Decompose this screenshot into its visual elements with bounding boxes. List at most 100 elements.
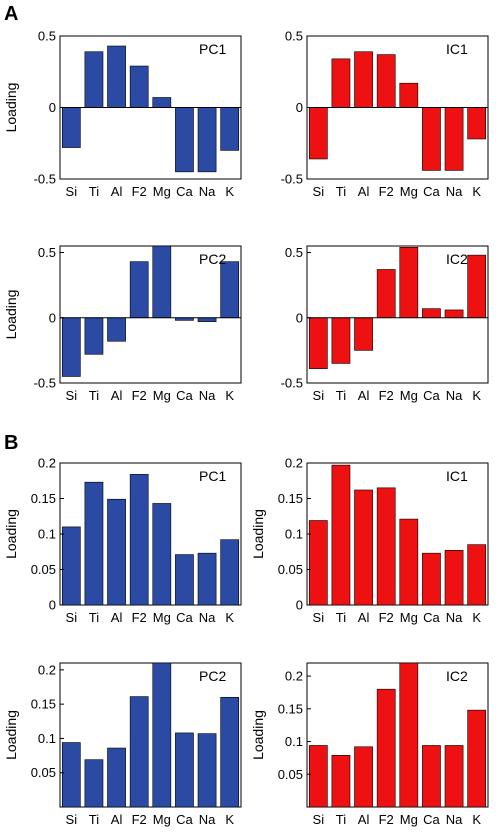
bar-na [444, 745, 464, 808]
ytick-label: 0.1 [285, 734, 303, 749]
bar-k [220, 107, 240, 151]
xtick-label: F2 [132, 388, 147, 403]
panel-label-a: A [4, 3, 18, 25]
xtick-label: Ca [176, 812, 193, 827]
xtick-label: F2 [132, 184, 147, 199]
ytick-label: 0.1 [38, 527, 56, 542]
bar-f2 [376, 688, 396, 808]
xtick-label: K [225, 184, 234, 199]
bar-ca [422, 107, 441, 171]
bar-si [308, 520, 328, 606]
xtick-label: Si [313, 812, 325, 827]
xtick-label: Si [66, 812, 78, 827]
bar-ca [422, 552, 441, 606]
ytick-label: 0.15 [278, 491, 303, 506]
bar-si [308, 317, 328, 369]
ytick-label: 0.15 [31, 697, 56, 712]
xtick-label: Al [111, 610, 123, 625]
xtick-label: Ca [176, 388, 193, 403]
xtick-label: K [225, 388, 234, 403]
xtick-label: Si [313, 610, 325, 625]
xtick-label: Mg [153, 812, 171, 827]
panel-label-b: B [4, 432, 18, 454]
bar-na [444, 550, 464, 606]
bar-f2 [376, 54, 396, 108]
ytick-label: -0.5 [34, 376, 56, 391]
xtick-label: Na [199, 812, 216, 827]
bar-si [61, 317, 81, 377]
chart-1: -0.5 0 0.5 Si Ti Al F2 Mg Ca Na K PC1 Loading [3, 29, 242, 199]
xtick-label: Mg [153, 388, 171, 403]
chart-4: -0.5 0 0.5 Si Ti Al F2 Mg Ca Na K IC2 [281, 245, 489, 403]
bar-si [61, 107, 81, 148]
plot-frame [59, 245, 242, 384]
xtick-label: Al [111, 184, 123, 199]
ytick-label: 0 [296, 310, 303, 325]
bar-si [61, 526, 81, 606]
bar-na [197, 552, 217, 606]
y-axis-title: Loading [250, 509, 266, 559]
chart-title: PC2 [199, 668, 226, 684]
chart-title: PC2 [199, 251, 226, 267]
bar-ti [331, 317, 351, 364]
xtick-label: Al [358, 610, 370, 625]
y-axis-title: Loading [3, 83, 19, 133]
bar-ti [84, 51, 104, 108]
xtick-label: Mg [153, 610, 171, 625]
bar-na [197, 733, 217, 808]
ytick-label: 0 [49, 310, 56, 325]
bar-al [107, 747, 126, 808]
bar-k [467, 107, 487, 140]
bar-al [354, 489, 373, 606]
bar-k [220, 539, 240, 606]
bar-mg [399, 662, 419, 808]
ytick-label: 0.5 [38, 245, 56, 260]
bar-ti [331, 754, 351, 808]
chart-5: 0 0.05 0.1 0.15 0.2 Si Ti Al F2 Mg Ca Na K PC1 Loading [3, 456, 242, 625]
bar-si [308, 107, 328, 160]
bar-k [467, 544, 487, 606]
bar-ti [331, 58, 351, 108]
bar-k [467, 254, 487, 319]
xtick-label: Mg [400, 610, 418, 625]
xtick-label: Ca [176, 610, 193, 625]
xtick-label: Na [446, 610, 463, 625]
ytick-label: 0.05 [31, 562, 56, 577]
bar-f2 [129, 696, 149, 808]
xtick-label: Si [66, 388, 78, 403]
xtick-label: Ca [423, 184, 440, 199]
bar-al [107, 45, 126, 108]
chart-6: 0 0.05 0.1 0.15 0.2 Si Ti Al F2 Mg Ca Na K IC1 Loading [250, 456, 489, 625]
ytick-label: 0.15 [31, 491, 56, 506]
bar-ca [175, 732, 194, 808]
xtick-label: Mg [153, 184, 171, 199]
xtick-label: Ti [336, 184, 346, 199]
xtick-label: Al [111, 812, 123, 827]
ytick-label: 0.05 [31, 765, 56, 780]
xtick-label: Mg [400, 388, 418, 403]
bar-na [197, 317, 217, 322]
y-axis-title: Loading [250, 710, 266, 760]
chart-title: IC1 [446, 41, 468, 57]
bar-ca [175, 554, 194, 606]
bar-na [444, 107, 464, 171]
ytick-label: -0.5 [281, 172, 303, 187]
bar-mg [399, 518, 419, 606]
bar-mg [152, 503, 172, 606]
xtick-label: Ti [89, 812, 99, 827]
ytick-label: 0.05 [278, 767, 303, 782]
bar-na [444, 309, 464, 319]
xtick-label: Na [446, 388, 463, 403]
bar-si [308, 745, 328, 808]
bar-si [61, 742, 81, 808]
xtick-label: Al [358, 184, 370, 199]
ytick-label: 0.5 [285, 245, 303, 260]
xtick-label: K [472, 388, 481, 403]
xtick-label: Na [446, 812, 463, 827]
ytick-label: -0.5 [281, 376, 303, 391]
xtick-label: K [472, 812, 481, 827]
ytick-label: 0 [49, 598, 56, 613]
bar-f2 [129, 261, 149, 319]
xtick-label: Na [199, 388, 216, 403]
